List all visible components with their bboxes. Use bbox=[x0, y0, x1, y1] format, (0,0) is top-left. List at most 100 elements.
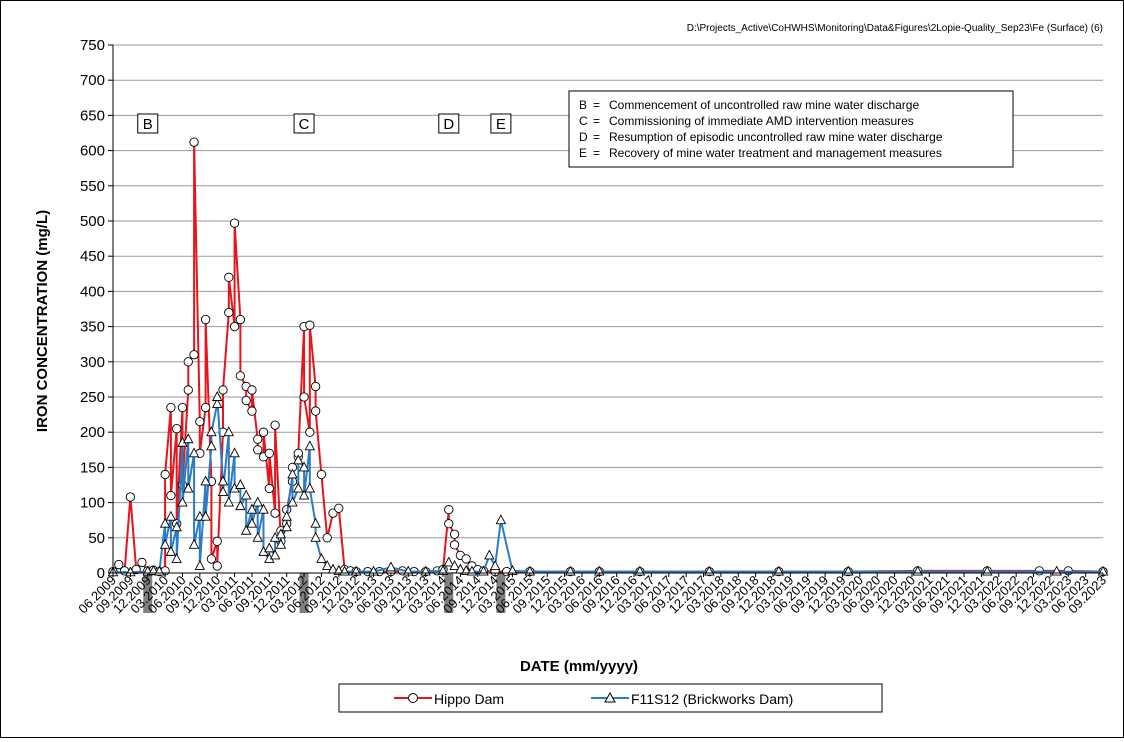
data-point bbox=[200, 314, 211, 325]
data-point bbox=[449, 529, 460, 539]
data-point bbox=[321, 559, 333, 570]
data-point bbox=[188, 447, 200, 458]
data-point bbox=[264, 542, 275, 553]
data-point bbox=[298, 461, 310, 472]
series-line bbox=[113, 396, 1103, 574]
data-point bbox=[258, 427, 269, 437]
y-tick-label: 100 bbox=[80, 495, 105, 512]
event-layer: B C D E bbox=[137, 113, 512, 613]
y-tick-label: 750 bbox=[80, 37, 105, 54]
event-letter-e: E bbox=[496, 116, 506, 133]
data-point bbox=[264, 483, 274, 494]
data-point bbox=[484, 549, 495, 560]
data-point bbox=[269, 549, 281, 560]
y-axis-label: IRON CONCENTRATION (mg/L) bbox=[34, 210, 51, 432]
data-point bbox=[304, 440, 316, 451]
series-line bbox=[112, 141, 1104, 573]
data-point bbox=[217, 475, 229, 486]
y-tick-label: 300 bbox=[80, 354, 105, 371]
data-point bbox=[316, 552, 327, 563]
legend-label-brickworks-dam: F11S12 (Brickworks Dam) bbox=[631, 691, 793, 707]
data-point bbox=[310, 517, 321, 528]
data-point bbox=[293, 454, 304, 465]
data-point bbox=[224, 307, 234, 318]
y-tick-label: 0 bbox=[97, 565, 105, 582]
y-tick-label: 200 bbox=[80, 424, 105, 441]
y-tick-label: 700 bbox=[80, 72, 105, 89]
event-box-b bbox=[137, 113, 159, 134]
legend-marker-hippo-dam bbox=[408, 693, 418, 703]
data-point bbox=[310, 406, 321, 416]
data-point bbox=[206, 426, 217, 437]
file-path-label: D:\Projects_Active\CoHWHS\Monitoring\Dat… bbox=[687, 23, 1103, 34]
legend-marker-brickworks-dam bbox=[604, 691, 616, 703]
data-point bbox=[206, 440, 217, 451]
y-tick-label: 50 bbox=[88, 530, 105, 547]
data-point bbox=[253, 445, 263, 455]
data-point bbox=[444, 519, 454, 529]
data-point bbox=[460, 564, 472, 575]
data-point bbox=[241, 395, 251, 406]
legend-label-hippo-dam: Hippo Dam bbox=[434, 691, 504, 707]
data-point bbox=[293, 482, 304, 493]
data-point bbox=[235, 371, 246, 381]
data-point bbox=[212, 536, 222, 546]
data-point bbox=[200, 510, 211, 521]
data-point bbox=[171, 552, 182, 563]
data-point bbox=[148, 564, 159, 575]
data-point bbox=[252, 496, 263, 507]
data-point bbox=[183, 357, 193, 367]
data-point bbox=[114, 559, 124, 570]
data-point bbox=[224, 272, 234, 282]
data-point bbox=[240, 489, 252, 500]
data-point bbox=[449, 559, 460, 570]
data-point bbox=[235, 479, 246, 489]
data-point bbox=[304, 482, 316, 493]
data-point bbox=[218, 385, 228, 395]
y-tick-label: 400 bbox=[80, 283, 105, 300]
data-point bbox=[305, 320, 315, 330]
data-point bbox=[160, 469, 170, 480]
event-letter-d: D bbox=[443, 116, 454, 133]
y-tick-label: 450 bbox=[80, 248, 105, 265]
series-layer bbox=[107, 137, 1109, 577]
data-point bbox=[449, 540, 460, 550]
data-point bbox=[171, 521, 182, 532]
data-point bbox=[281, 521, 292, 532]
y-tick-label: 550 bbox=[80, 178, 105, 195]
data-point bbox=[443, 556, 455, 567]
data-point bbox=[246, 503, 258, 514]
data-point bbox=[125, 492, 136, 502]
series-brickworks-dam bbox=[107, 391, 1109, 577]
data-point bbox=[305, 427, 315, 437]
data-point bbox=[258, 503, 269, 514]
data-point bbox=[495, 514, 507, 525]
data-point bbox=[235, 500, 246, 511]
data-point bbox=[316, 469, 327, 480]
event-letter-b: B bbox=[143, 116, 153, 133]
data-point bbox=[188, 538, 200, 549]
data-point bbox=[223, 496, 235, 507]
data-point bbox=[229, 218, 240, 228]
data-point bbox=[385, 561, 397, 572]
data-point bbox=[200, 475, 211, 486]
data-point bbox=[166, 490, 176, 501]
data-point bbox=[240, 524, 252, 535]
data-point bbox=[310, 531, 321, 542]
data-point bbox=[212, 561, 222, 571]
data-point bbox=[275, 528, 287, 539]
data-point bbox=[177, 402, 188, 413]
data-point bbox=[159, 538, 171, 549]
data-point bbox=[235, 314, 246, 325]
event-legend-line-c: C = Commissioning of immediate AMD interve… bbox=[579, 114, 914, 128]
data-point bbox=[299, 392, 309, 402]
event-legend-line-d: D = Resumption of episodic uncontrolled ra… bbox=[579, 130, 943, 144]
data-point bbox=[444, 504, 454, 515]
data-point bbox=[159, 517, 171, 528]
y-tick-label: 350 bbox=[80, 319, 105, 336]
data-point bbox=[195, 416, 205, 427]
data-point bbox=[194, 559, 206, 570]
data-point bbox=[461, 554, 471, 564]
data-point bbox=[177, 496, 188, 507]
